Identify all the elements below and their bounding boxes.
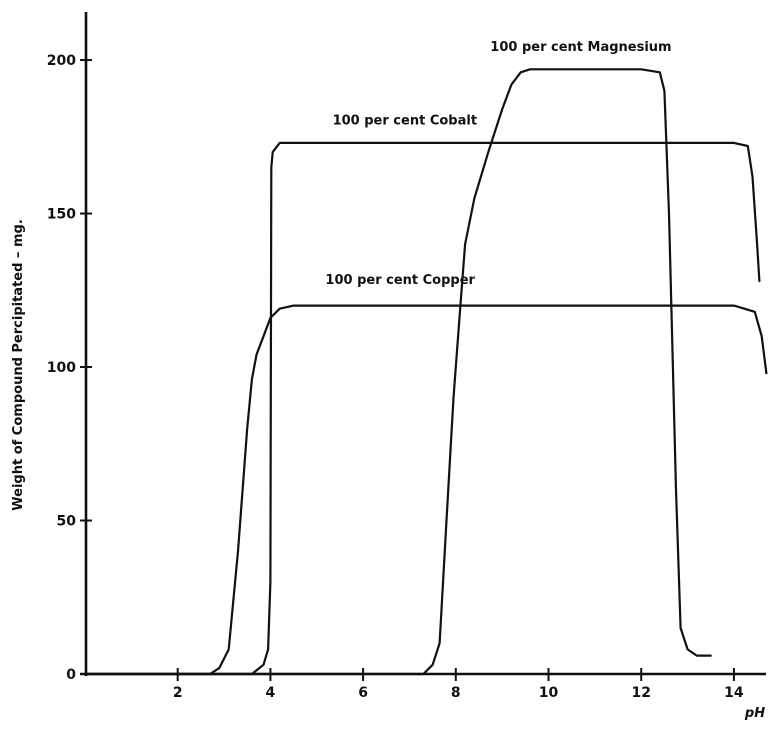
series-line-100-per-cent-copper (83, 304, 768, 676)
series-line-100-per-cent-magnesium (83, 68, 712, 676)
series-label-100-per-cent-cobalt: 100 per cent Cobalt (333, 114, 477, 129)
series-labels: 100 per cent Copper 100 per cent Cobalt 10… (325, 40, 671, 288)
x-tick-label: 10 (539, 685, 559, 701)
y-tick-label: 200 (47, 53, 76, 69)
y-tick-label: 0 (66, 667, 76, 683)
x-axis-label: pH (744, 706, 765, 721)
x-tick-label: 6 (358, 685, 368, 701)
axes (80, 12, 766, 676)
x-tick-label: 14 (724, 685, 744, 701)
y-tick-label: 100 (47, 360, 76, 376)
x-tick-label: 2 (173, 685, 183, 701)
tick-marks (80, 59, 735, 681)
x-tick-label: 12 (631, 685, 650, 701)
series-label-100-per-cent-copper: 100 per cent Copper (325, 273, 475, 288)
tick-labels: 0 50 100 150 200 2 4 6 8 10 12 14 (47, 53, 744, 701)
series-lines (83, 68, 768, 676)
y-tick-label: 150 (47, 207, 76, 223)
series-line-100-per-cent-cobalt (83, 141, 761, 676)
x-tick-label: 4 (266, 685, 276, 701)
y-tick-label: 50 (57, 514, 77, 530)
x-tick-label: 8 (451, 685, 461, 701)
series-label-100-per-cent-magnesium: 100 per cent Magnesium (490, 40, 671, 55)
y-axis-label: Weight of Compound Percipitated – mg. (11, 219, 26, 511)
